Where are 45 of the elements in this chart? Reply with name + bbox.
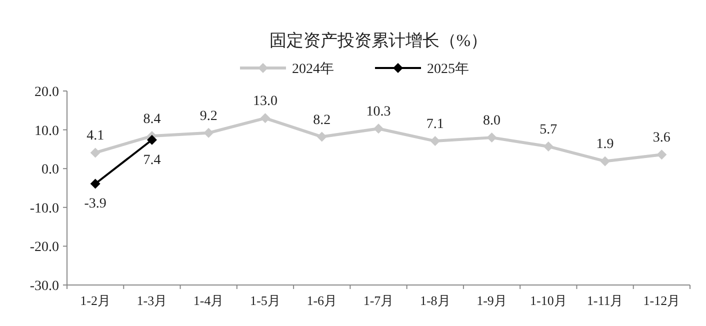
y-tick-label: -30.0 <box>30 279 59 294</box>
x-tick-label: 1-11月 <box>586 293 624 308</box>
x-tick-label: 1-4月 <box>193 293 224 308</box>
point <box>374 124 384 134</box>
data-label: 3.6 <box>652 130 670 146</box>
data-label: 10.3 <box>366 104 391 120</box>
x-tick-label: 1-10月 <box>530 293 567 308</box>
x-tick-label: 1-8月 <box>420 293 450 308</box>
point <box>486 132 497 143</box>
data-label: 5.7 <box>540 122 558 138</box>
data-label: 8.4 <box>143 112 161 128</box>
point <box>656 150 667 160</box>
data-label: 13.0 <box>252 94 278 110</box>
x-tick-label: 1-2月 <box>80 293 110 308</box>
y-tick-label: -20.0 <box>30 240 59 256</box>
y-tick-label: 10.0 <box>34 124 59 139</box>
chart-title: 固定资产投资累计增长（%） <box>269 31 488 50</box>
y-tick-label: 20.0 <box>34 85 59 100</box>
data-label: 7.4 <box>143 152 161 168</box>
x-tick-label: 1-7月 <box>363 293 394 308</box>
point <box>260 113 270 124</box>
point <box>90 148 100 158</box>
data-label: 8.2 <box>313 112 331 128</box>
point <box>204 128 214 138</box>
data-label: 9.2 <box>200 108 218 124</box>
point <box>146 134 157 145</box>
x-tick-label: 1-3月 <box>136 293 168 308</box>
data-label: 4.1 <box>86 128 104 144</box>
x-tick-label: 1-6月 <box>306 293 338 308</box>
data-label: 1.9 <box>596 137 614 152</box>
data-label: 8.0 <box>483 114 501 129</box>
legend-label: 2024年 <box>292 61 334 77</box>
point <box>90 178 100 189</box>
point <box>600 156 610 166</box>
legend-label: 2025年 <box>427 61 469 77</box>
x-tick-label: 1-9月 <box>476 293 507 308</box>
point <box>430 136 440 146</box>
point <box>316 132 327 142</box>
x-tick-label: 1-5月 <box>250 293 280 308</box>
x-tick-label: 1-12月 <box>643 293 680 308</box>
y-tick-label: -10.0 <box>30 201 59 216</box>
data-label: -3.9 <box>84 196 106 212</box>
data-label: 7.1 <box>426 117 444 132</box>
y-tick-label: 0.0 <box>42 162 59 178</box>
point <box>543 141 554 152</box>
